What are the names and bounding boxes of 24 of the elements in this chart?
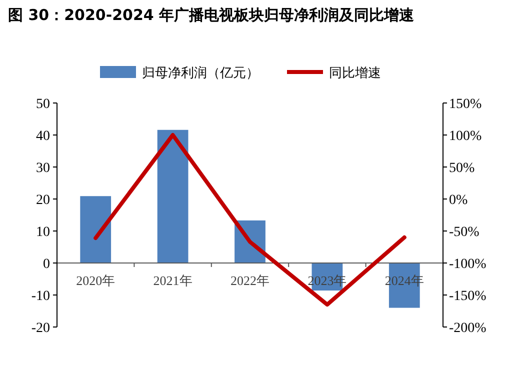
y2-tick-label: -100% (449, 257, 487, 272)
bar (80, 196, 112, 263)
legend-label: 归母净利润（亿元） (142, 66, 259, 81)
x-tick-label: 2022年 (230, 273, 270, 288)
x-tick-label: 2020年 (76, 273, 116, 288)
y-tick-label: 20 (36, 193, 50, 208)
y-tick-label: 30 (36, 161, 50, 176)
bar (157, 130, 188, 263)
y2-tick-label: 0% (449, 193, 468, 208)
y-tick-label: 0 (43, 257, 50, 272)
x-tick-label: 2021年 (153, 273, 192, 288)
y-tick-label: 50 (36, 97, 50, 112)
y-tick-label: 10 (36, 225, 50, 240)
y2-tick-label: -200% (449, 321, 487, 336)
y-tick-label: -20 (31, 321, 50, 336)
chart-title: 图 30：2020-2024 年广播电视板块归母净利润及同比增速 (8, 6, 416, 24)
y2-tick-label: 100% (449, 129, 482, 144)
y2-tick-label: 50% (449, 161, 475, 176)
legend-label: 同比增速 (329, 66, 381, 81)
y2-tick-label: -150% (449, 289, 487, 304)
y2-tick-label: 150% (449, 97, 482, 112)
y2-tick-label: -50% (449, 225, 480, 240)
y-tick-label: 40 (36, 129, 50, 144)
y-tick-label: -10 (31, 289, 50, 304)
